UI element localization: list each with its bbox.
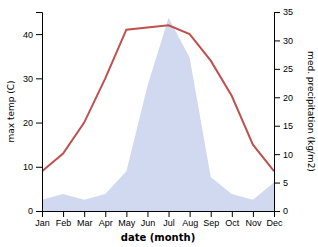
y-axis: 0 10 20 30 40 [23, 13, 43, 217]
tick-mark [190, 211, 191, 217]
tick-label: Mar [77, 218, 93, 228]
tick-label: 0 [283, 206, 288, 216]
tick-label: Feb [56, 218, 72, 228]
tick: 10 [274, 150, 293, 160]
tick-mark [274, 211, 280, 212]
tick: 15 [274, 121, 293, 131]
axis-line [43, 212, 275, 218]
tick-mark [36, 34, 42, 35]
tick-mark [253, 211, 254, 217]
tick-mark [36, 211, 42, 212]
x-axis: Jan Feb Mar Apr May Jun Jul Aug Sep Oct Nov Dec [35, 211, 283, 228]
tick-label: Nov [245, 218, 262, 228]
tick: 20 [23, 118, 42, 128]
tick-label: 30 [23, 74, 33, 84]
tick-label: Oct [225, 218, 240, 228]
tick: 35 [274, 7, 293, 17]
axis-line [275, 13, 281, 212]
tick: Jul [163, 211, 175, 228]
tick-label: 20 [283, 93, 293, 103]
tick-mark [36, 123, 42, 124]
tick-label: Dec [266, 218, 283, 228]
tick: Nov [245, 211, 262, 228]
tick-label: 10 [283, 150, 293, 160]
tick-mark [211, 211, 212, 217]
tick-label: Apr [99, 218, 113, 228]
tick-label: Jan [35, 218, 50, 228]
tick-mark [84, 211, 85, 217]
tick-mark [36, 78, 42, 79]
plot: JanFebMarAprMayJunJulAugSepOctNovDec0102… [6, 7, 316, 243]
tick: 25 [274, 64, 293, 74]
tick: 30 [274, 36, 293, 46]
x-axis-title: date (month) [121, 232, 195, 243]
tick-mark [169, 211, 170, 217]
y2-axis-title: med. precipitation (kg/m2) [306, 51, 316, 172]
tick-mark [274, 12, 280, 13]
tick: May [118, 211, 136, 228]
tick-mark [105, 211, 106, 217]
tick-label: May [118, 218, 136, 228]
line [42, 25, 274, 171]
tick-label: 0 [28, 206, 33, 216]
y2-axis: 0 5 10 15 20 25 30 35 [274, 7, 293, 216]
tick: 30 [23, 74, 42, 84]
tick: Sep [203, 211, 219, 228]
tick: Apr [99, 211, 113, 228]
tick-mark [274, 97, 280, 98]
tick: 40 [23, 29, 42, 39]
tick-label: 20 [23, 118, 33, 128]
tick: Jan [35, 211, 50, 228]
marks [42, 18, 274, 211]
y-axis-title: max temp (C) [6, 80, 16, 142]
tick-label: Jun [141, 218, 156, 228]
tick-label: Sep [203, 218, 219, 228]
tick: 0 [274, 206, 288, 216]
tick-label: 40 [23, 29, 33, 39]
tick-mark [147, 211, 148, 217]
tick-mark [274, 69, 280, 70]
tick-label: 5 [283, 178, 288, 188]
tick-label: 30 [283, 36, 293, 46]
tick-mark [274, 183, 280, 184]
tick-mark [126, 211, 127, 217]
tick: Jun [141, 211, 156, 228]
tick-mark [274, 40, 280, 41]
tick-label: Jul [163, 218, 175, 228]
tick: 10 [23, 162, 42, 172]
tick: Aug [182, 211, 198, 228]
tick: Mar [77, 211, 93, 228]
tick: 20 [274, 93, 293, 103]
tick: Feb [56, 211, 72, 228]
tick-label: Aug [182, 218, 198, 228]
area [42, 18, 274, 211]
tick: Dec [266, 211, 283, 228]
tick-label: 15 [283, 121, 293, 131]
tick-label: 25 [283, 64, 293, 74]
tick-mark [36, 167, 42, 168]
chart: JanFebMarAprMayJunJulAugSepOctNovDec0102… [0, 0, 318, 247]
tick-mark [274, 154, 280, 155]
tick-label: 10 [23, 162, 33, 172]
tick-label: 35 [283, 7, 293, 17]
tick-mark [232, 211, 233, 217]
tick-mark [274, 126, 280, 127]
tick: 0 [28, 206, 42, 216]
tick-mark [63, 211, 64, 217]
tick: Oct [225, 211, 240, 228]
tick: 5 [274, 178, 288, 188]
axis-line [36, 13, 43, 212]
